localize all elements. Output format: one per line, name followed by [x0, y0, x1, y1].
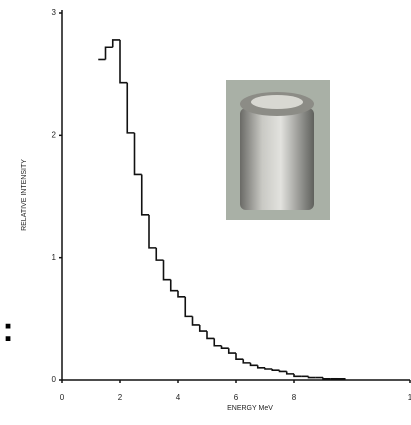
y-tick-label: 3: [52, 8, 57, 17]
x-tick-label: 8: [292, 393, 297, 402]
y-axis-title: RELATIVE INTENSITY: [21, 159, 28, 231]
x-tick-label: 1: [408, 393, 411, 402]
histogram-step: [227, 348, 236, 354]
y-tick-label: 1: [52, 253, 57, 262]
histogram-step: [162, 260, 171, 281]
histogram-step: [104, 46, 113, 60]
histogram-step: [169, 279, 178, 292]
histogram-step: [184, 296, 193, 318]
histogram-step: [133, 132, 142, 176]
annotation: :: [2, 311, 13, 349]
histogram-step: [119, 39, 128, 84]
histogram-step: [337, 377, 346, 380]
histogram-step: [177, 290, 186, 298]
histogram-step: [111, 39, 120, 48]
histogram-step: [249, 362, 258, 367]
x-tick-label: 6: [234, 393, 239, 402]
histogram-step: [307, 376, 316, 379]
y-tick-label: 2: [52, 130, 57, 139]
histogram-step: [140, 174, 149, 216]
histogram-step: [191, 316, 200, 326]
histogram-step: [198, 324, 207, 332]
histogram-step: [220, 345, 229, 349]
x-axis-title: ENERGY MeV: [227, 405, 273, 412]
photo-inset: [226, 80, 330, 220]
histogram-step: [322, 377, 331, 380]
y-tick-label: 0: [52, 375, 57, 384]
histogram-step: [213, 338, 222, 347]
x-tick-label: 2: [118, 393, 123, 402]
histogram-step: [235, 353, 244, 361]
x-tick-label: 4: [176, 393, 181, 402]
histogram-step: [206, 331, 215, 340]
histogram-step: [293, 373, 302, 378]
histogram-step: [278, 370, 287, 373]
histogram-step: [155, 247, 164, 261]
histogram-step: [256, 365, 265, 369]
x-tick-label: 0: [60, 393, 65, 402]
histogram-step: [242, 359, 251, 364]
histogram-step: [148, 214, 157, 249]
histogram-step: [264, 367, 273, 370]
histogram-step: [285, 371, 294, 375]
histogram-step: [271, 368, 280, 372]
histogram-step: [126, 82, 135, 134]
